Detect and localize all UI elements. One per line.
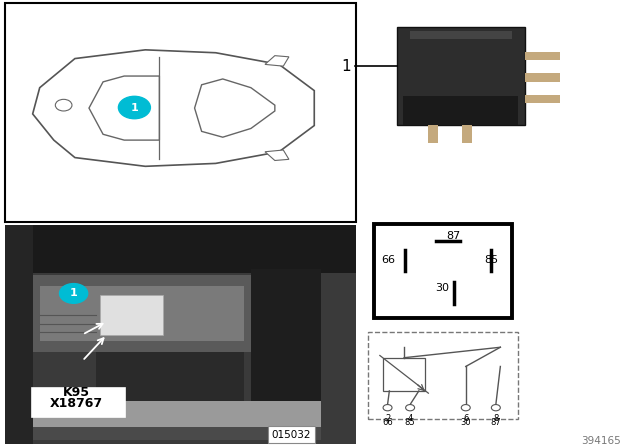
- Text: 30: 30: [435, 283, 449, 293]
- Bar: [5, 3, 356, 222]
- Text: 87: 87: [490, 418, 501, 427]
- Bar: [525, 52, 560, 60]
- Bar: [397, 27, 525, 125]
- Bar: [383, 358, 425, 391]
- Bar: [33, 352, 244, 401]
- Text: 66: 66: [381, 255, 395, 265]
- Bar: [33, 352, 96, 411]
- Bar: [5, 225, 356, 444]
- Polygon shape: [265, 56, 289, 66]
- Bar: [5, 225, 33, 444]
- Text: 6: 6: [463, 414, 468, 422]
- Circle shape: [118, 96, 150, 119]
- Bar: [525, 73, 560, 82]
- Text: X18767: X18767: [50, 396, 104, 410]
- Bar: [525, 95, 560, 103]
- Text: 2: 2: [385, 414, 390, 422]
- Polygon shape: [89, 76, 159, 140]
- Bar: [462, 125, 472, 143]
- Circle shape: [60, 284, 88, 303]
- Bar: [40, 286, 244, 341]
- Polygon shape: [33, 50, 314, 166]
- Circle shape: [55, 99, 72, 111]
- Circle shape: [383, 405, 392, 411]
- Bar: [251, 269, 321, 401]
- Circle shape: [492, 405, 500, 411]
- Bar: [33, 276, 321, 352]
- Polygon shape: [195, 79, 275, 137]
- Polygon shape: [265, 150, 289, 160]
- Circle shape: [461, 405, 470, 411]
- Bar: [410, 31, 512, 39]
- Text: 87: 87: [446, 231, 460, 241]
- Text: 1: 1: [131, 103, 138, 112]
- Text: 015032: 015032: [271, 430, 311, 439]
- Text: K95: K95: [63, 385, 90, 399]
- Bar: [368, 332, 518, 419]
- Text: 4: 4: [408, 414, 413, 422]
- Bar: [428, 125, 438, 143]
- Text: 85: 85: [404, 418, 415, 427]
- Text: 1: 1: [341, 59, 351, 74]
- Bar: [100, 295, 163, 335]
- Text: 85: 85: [484, 255, 499, 265]
- Text: 8: 8: [493, 414, 499, 422]
- Text: 394165: 394165: [581, 436, 621, 446]
- Bar: [5, 225, 356, 273]
- Text: 66: 66: [382, 418, 393, 427]
- Bar: [374, 224, 512, 318]
- Circle shape: [406, 405, 415, 411]
- Bar: [32, 388, 125, 417]
- Bar: [403, 96, 518, 125]
- Bar: [33, 427, 321, 440]
- Bar: [33, 401, 321, 427]
- Text: 1: 1: [70, 289, 77, 298]
- Text: 30: 30: [460, 418, 471, 427]
